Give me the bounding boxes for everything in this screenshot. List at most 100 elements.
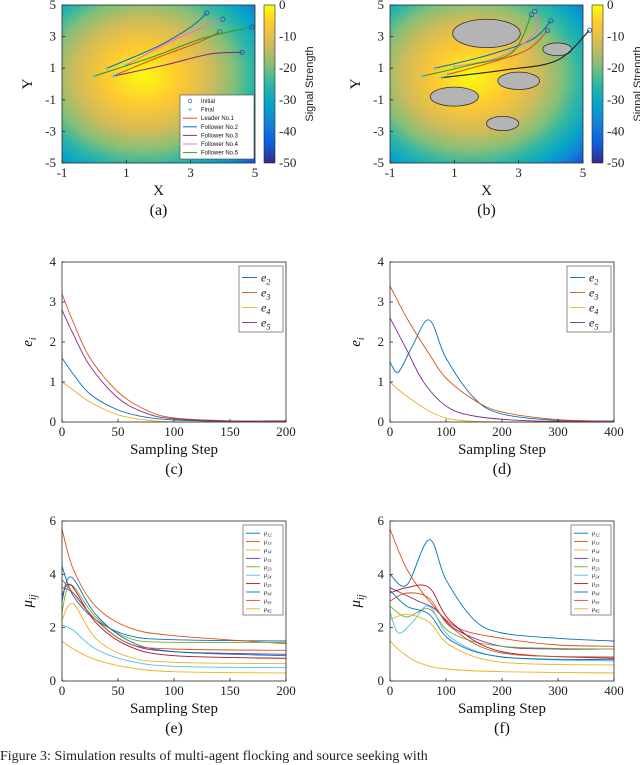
legend-label: μ25 [264, 582, 272, 589]
y-tick-label: 0 [50, 673, 57, 688]
subplot-label: (f) [494, 720, 510, 737]
final-marker [532, 8, 538, 14]
x-tick-label: 0 [59, 683, 66, 698]
y-tick-label: 6 [378, 513, 385, 528]
series-line [389, 539, 615, 642]
subplot-label: (d) [493, 461, 512, 478]
x-tick-label: 3 [515, 165, 522, 180]
y-tick-label: -5 [45, 155, 56, 170]
series-line [61, 583, 287, 659]
colorbar [591, 4, 604, 164]
series-line [389, 640, 615, 674]
y-tick-label: 5 [378, 0, 385, 12]
series-line [61, 357, 287, 422]
initial-marker [439, 75, 444, 80]
axes-frame [389, 4, 584, 164]
initial-marker [111, 74, 116, 79]
legend-label: μ23 [592, 565, 600, 572]
axes-frame [61, 4, 256, 164]
series-line [389, 285, 615, 422]
x-tick-label: 100 [436, 424, 456, 439]
subplot-label: (b) [477, 202, 496, 219]
legend-label: μ14 [592, 548, 600, 555]
y-tick-label: 2 [378, 620, 385, 635]
legend-label: e5 [261, 316, 270, 332]
initial-marker [452, 64, 457, 69]
y-tick-label: 0 [378, 414, 385, 429]
x-tick-label: 100 [164, 683, 184, 698]
legend-label: e4 [589, 301, 598, 317]
series-line [389, 589, 615, 661]
colorbar-tick: -10 [607, 29, 624, 44]
legend-label: μ35 [264, 598, 272, 605]
x-tick-label: -1 [385, 165, 396, 180]
x-tick-label: 400 [604, 424, 624, 439]
x-axis-label: Sampling Step [458, 442, 546, 458]
x-tick-label: 200 [492, 424, 512, 439]
y-tick-label: 2 [50, 334, 57, 349]
colorbar-tick: -20 [607, 60, 624, 75]
legend-box [566, 265, 612, 333]
series-line [389, 605, 615, 650]
y-axis-label: μij [348, 594, 367, 608]
y-tick-label: 2 [50, 620, 57, 635]
colorbar-label: Signal Strength [304, 46, 316, 121]
obstacle [497, 71, 540, 90]
series-line [389, 317, 615, 422]
y-tick-label: 4 [378, 254, 385, 269]
colorbar-tick: 0 [279, 0, 286, 12]
subplot-label: (c) [165, 461, 183, 478]
legend-box [570, 524, 612, 616]
legend-label: μ45 [264, 607, 272, 614]
legend-label: e4 [261, 301, 270, 317]
x-tick-label: 5 [580, 165, 587, 180]
y-tick-label: 1 [378, 60, 385, 75]
series-line [389, 592, 615, 658]
legend-label: μ13 [592, 540, 600, 547]
initial-marker [105, 66, 110, 71]
x-tick-label: 300 [548, 683, 568, 698]
series-line [61, 640, 287, 674]
legend-label: μ12 [264, 531, 272, 538]
series-line [61, 576, 287, 657]
trajectory-line [106, 12, 208, 69]
series-line [389, 613, 615, 666]
x-tick-label: 300 [548, 424, 568, 439]
colorbar-tick: -50 [607, 155, 624, 170]
trajectory-line [94, 26, 252, 77]
obstacle [452, 18, 521, 49]
trajectory-line [113, 51, 243, 77]
x-tick-label: 50 [112, 683, 125, 698]
trajectory-line [447, 29, 548, 76]
x-tick-label: 200 [276, 424, 296, 439]
y-tick-label: 0 [50, 414, 57, 429]
legend-label: e3 [589, 286, 598, 302]
legend-label: e2 [261, 271, 270, 287]
legend-label: e3 [261, 286, 270, 302]
y-axis-label: ei [348, 337, 367, 347]
series-line [389, 381, 615, 423]
legend-label: μ35 [592, 598, 600, 605]
legend-label: μ25 [592, 582, 600, 589]
legend-initial-symbol [187, 98, 193, 104]
legend-label: e5 [589, 316, 598, 332]
x-tick-label: 3 [187, 165, 194, 180]
initial-marker [420, 74, 425, 79]
legend-label: μ23 [264, 565, 272, 572]
y-tick-label: 3 [50, 294, 57, 309]
legend-label: μ15 [592, 556, 600, 563]
initial-marker [92, 74, 97, 79]
x-tick-label: 1 [451, 165, 458, 180]
x-tick-label: 0 [387, 683, 394, 698]
y-tick-label: 1 [50, 60, 57, 75]
obstacle [429, 86, 479, 107]
subplot-label: (e) [165, 720, 183, 737]
legend-label: Follower No.5 [201, 151, 239, 157]
x-axis-label: Sampling Step [458, 701, 546, 717]
y-tick-label: -1 [373, 92, 384, 107]
series-line [389, 587, 615, 650]
y-tick-label: 6 [50, 513, 57, 528]
legend-label: μ45 [592, 607, 600, 614]
series-line [61, 624, 287, 669]
